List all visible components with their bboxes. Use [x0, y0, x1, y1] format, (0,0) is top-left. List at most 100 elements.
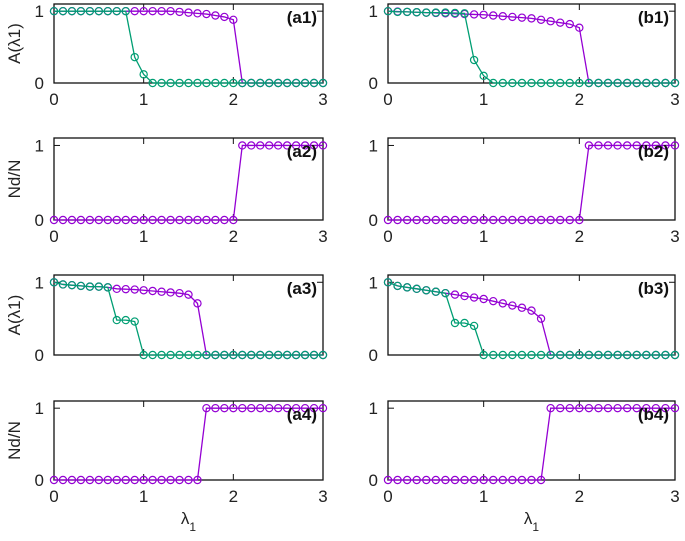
- data-point: [661, 141, 670, 150]
- data-point: [238, 141, 247, 150]
- x-tick-label: 3: [318, 227, 327, 246]
- data-point: [450, 290, 460, 299]
- y-axis-label: A(λ1): [5, 295, 24, 336]
- plot-frame: [53, 137, 324, 221]
- data-point: [546, 78, 555, 88]
- panel-a3: 0 1 A(λ1) (a3): [5, 273, 328, 365]
- data-point: [402, 283, 412, 292]
- data-point: [670, 350, 680, 360]
- panel-a4: 0 1 2 3 0 1 Nd/N (a4): [5, 399, 328, 506]
- data-point: [139, 70, 148, 79]
- series-green: [383, 6, 680, 88]
- series-line-purple: [388, 144, 675, 221]
- data-point: [282, 350, 292, 360]
- data-point: [546, 215, 555, 225]
- y-tick-label: 0: [35, 346, 44, 365]
- data-point: [642, 141, 651, 150]
- data-point: [527, 306, 536, 315]
- data-point: [130, 215, 139, 225]
- data-point: [211, 403, 220, 413]
- data-point: [642, 403, 651, 413]
- data-point: [265, 141, 274, 150]
- plot-frame: [387, 400, 676, 481]
- data-point: [594, 141, 603, 150]
- data-point: [584, 403, 594, 413]
- data-point: [642, 78, 651, 88]
- data-point: [670, 78, 680, 88]
- data-point: [383, 278, 393, 287]
- data-point: [661, 350, 670, 360]
- data-point: [594, 350, 603, 360]
- data-point: [166, 6, 175, 16]
- data-point: [94, 6, 104, 16]
- x-tick-label: 1: [139, 90, 148, 109]
- y-tick-label: 0: [35, 211, 44, 230]
- panel-a1: 0 1 2 3 0 1 A(λ1) (a1): [5, 2, 328, 109]
- data-point: [229, 78, 238, 88]
- x-tick-label: 3: [318, 90, 327, 109]
- data-point: [175, 215, 184, 225]
- series-line-green: [387, 281, 675, 356]
- data-point: [383, 6, 393, 16]
- data-point: [546, 350, 555, 360]
- data-point: [309, 403, 319, 413]
- data-point: [67, 475, 77, 485]
- data-point: [450, 475, 460, 485]
- data-point: [479, 350, 488, 360]
- data-point: [121, 475, 130, 485]
- data-point: [166, 350, 175, 360]
- data-point: [309, 141, 319, 150]
- data-point: [211, 78, 220, 88]
- data-point: [479, 10, 488, 19]
- x-tick-label: 2: [575, 90, 584, 109]
- x-tick-label: 0: [383, 487, 392, 506]
- data-point: [565, 350, 574, 360]
- data-point: [508, 301, 517, 310]
- data-point: [450, 318, 460, 328]
- y-tick-label: 0: [369, 346, 378, 365]
- data-point: [103, 6, 113, 16]
- data-point: [211, 350, 220, 360]
- data-point: [300, 403, 310, 413]
- panel-b2: 0 1 2 3 0 1 (b2): [369, 136, 680, 246]
- data-point: [166, 288, 175, 297]
- data-point: [220, 12, 229, 22]
- plot-frame: [53, 400, 324, 481]
- data-point: [211, 215, 220, 225]
- data-point: [139, 350, 148, 360]
- data-point: [193, 475, 202, 485]
- data-point: [613, 350, 622, 360]
- data-point: [575, 403, 584, 413]
- data-point: [584, 141, 594, 150]
- data-point: [238, 350, 247, 360]
- data-point: [556, 403, 565, 413]
- data-point: [412, 284, 421, 294]
- data-point: [441, 215, 450, 225]
- data-point: [175, 78, 184, 88]
- data-point: [498, 78, 507, 88]
- data-point: [67, 6, 77, 16]
- data-point: [422, 8, 431, 17]
- y-tick-label: 0: [369, 74, 378, 93]
- data-point: [479, 215, 488, 225]
- data-point: [121, 215, 130, 225]
- data-point: [441, 8, 450, 17]
- data-point: [489, 215, 498, 225]
- data-point: [318, 78, 328, 88]
- data-point: [148, 78, 157, 88]
- y-tick-label: 1: [35, 2, 44, 21]
- data-point: [273, 78, 283, 88]
- data-point: [517, 13, 527, 22]
- data-point: [536, 15, 546, 24]
- series-line-purple: [53, 281, 323, 356]
- data-point: [175, 475, 184, 485]
- series-green: [49, 6, 328, 88]
- x-tick-label: 1: [479, 227, 488, 246]
- data-point: [584, 78, 594, 88]
- data-point: [300, 350, 310, 360]
- data-point: [157, 215, 166, 225]
- data-point: [282, 141, 292, 150]
- panel-label: (a3): [287, 279, 317, 298]
- panel-label: (b3): [638, 279, 669, 298]
- data-point: [76, 281, 86, 291]
